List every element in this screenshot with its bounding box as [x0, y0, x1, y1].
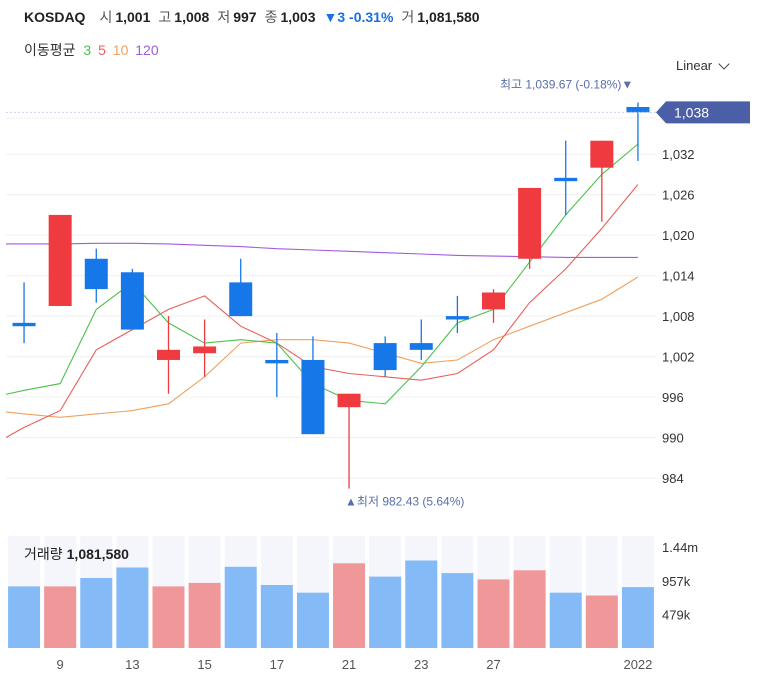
candle-body [373, 343, 397, 371]
volume-bar [585, 595, 618, 648]
symbol: KOSDAQ [24, 9, 86, 25]
x-tick-label: 21 [342, 657, 356, 672]
scale-dropdown-label: Linear [676, 58, 713, 73]
candle-body [120, 272, 144, 330]
volume-bar [405, 560, 438, 648]
volume-bar [441, 573, 474, 648]
x-tick-label: 27 [486, 657, 500, 672]
candle-body [590, 140, 614, 168]
volume-panel-value: 1,081,580 [66, 546, 129, 562]
y-tick-label: 990 [662, 431, 684, 446]
candle-body [301, 359, 325, 435]
volume-bar [333, 563, 366, 648]
candle-body [193, 346, 217, 354]
high-value: 1,008 [174, 9, 210, 25]
x-tick-label: 17 [270, 657, 284, 672]
volume-panel-title: 거래량 [24, 546, 63, 562]
moving-average-legend: 이동평균 3 5 10 120 [24, 40, 162, 60]
y-tick-label: 1,020 [662, 228, 695, 243]
x-tick-label: 9 [57, 657, 64, 672]
candle-body [157, 349, 180, 360]
y-tick-label: 1,008 [662, 309, 695, 324]
volume-tick-label: 957k [662, 574, 691, 589]
open-label: 시 [99, 9, 113, 25]
volume-bar [621, 587, 654, 648]
ma-120-label[interactable]: 120 [135, 42, 159, 58]
candle-body [229, 282, 253, 317]
candle-body [518, 187, 542, 259]
candle-body [337, 393, 361, 408]
scale-dropdown[interactable]: Linear [676, 57, 730, 73]
volume-bar [224, 566, 257, 648]
volume-bar [260, 585, 293, 648]
high-label: 고 [158, 9, 172, 25]
current-price-label: 1,038 [674, 104, 709, 120]
candle-body [48, 214, 72, 306]
volume-bar [152, 586, 185, 648]
y-tick-label: 1,032 [662, 147, 695, 162]
candle-body [626, 106, 650, 113]
y-tick-label: 1,002 [662, 350, 695, 365]
ma-5-label[interactable]: 5 [98, 42, 106, 58]
volume-bar [549, 592, 582, 648]
volume-bar [188, 582, 221, 648]
volume-bar [44, 586, 77, 648]
candle-body [445, 316, 469, 320]
low-annotation: ▲최저 982.43 (5.64%) [345, 495, 464, 509]
volume-tick-label: 479k [662, 607, 691, 622]
volume-bar [369, 576, 402, 648]
ma120-line [6, 242, 638, 258]
low-value: 997 [233, 9, 257, 25]
ma-10-label[interactable]: 10 [112, 42, 129, 58]
x-tick-label: 13 [125, 657, 139, 672]
close-label: 종 [264, 9, 278, 25]
open-value: 1,001 [115, 9, 151, 25]
volume-bar [477, 579, 510, 648]
y-tick-label: 1,026 [662, 188, 695, 203]
volume-value: 1,081,580 [417, 9, 480, 25]
volume-tick-label: 1.44m [662, 540, 698, 555]
volume-bar [513, 570, 546, 648]
quote-header: KOSDAQ 시 1,001 고 1,008 저 997 종 1,003 ▼3 -0.3… [24, 7, 488, 27]
candle-body [84, 258, 108, 290]
x-tick-label: 2022 [623, 657, 652, 672]
candle-body [12, 322, 36, 327]
y-tick-label: 1,014 [662, 269, 695, 284]
volume-bar [8, 586, 41, 648]
y-tick-label: 996 [662, 390, 684, 405]
x-tick-label: 15 [197, 657, 211, 672]
volume-bar [116, 567, 149, 648]
candle-body [482, 292, 505, 310]
high-annotation: 최고 1,039.67 (-0.18%)▼ [500, 77, 633, 91]
close-value: 1,003 [280, 9, 316, 25]
x-tick-label: 23 [414, 657, 428, 672]
volume-bar [80, 578, 113, 648]
candle-body [409, 343, 433, 350]
candle-body [265, 359, 289, 364]
volume-bar [296, 592, 329, 648]
candle-body [554, 177, 578, 182]
current-price-tag [656, 101, 750, 124]
ma-3-label[interactable]: 3 [83, 42, 92, 58]
change-value: ▼3 -0.31% [323, 9, 394, 25]
volume-label: 거 [401, 9, 415, 25]
low-label: 저 [217, 9, 231, 25]
ma-legend-label: 이동평균 [24, 42, 76, 58]
volume-panel-label: 거래량 1,081,580 [24, 544, 129, 564]
y-tick-label: 984 [662, 471, 684, 486]
